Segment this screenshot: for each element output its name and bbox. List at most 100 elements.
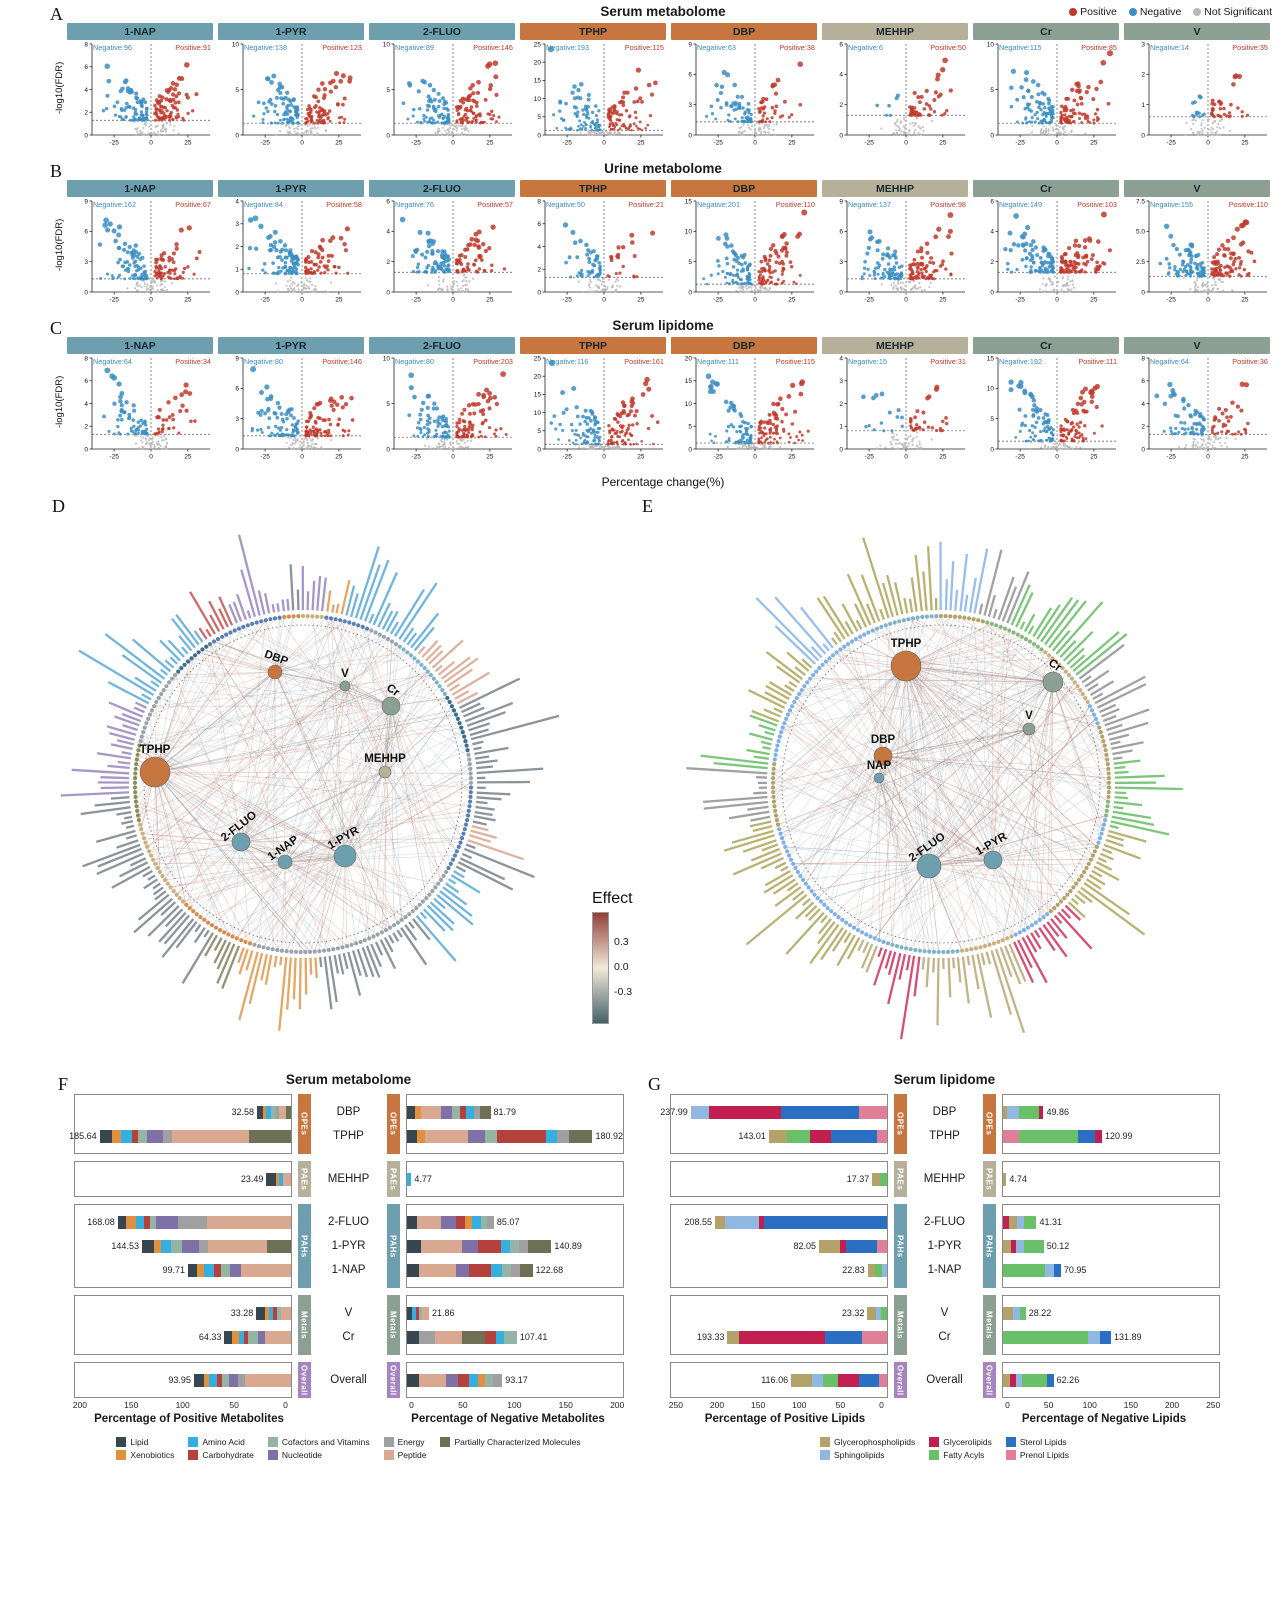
- bar-segment-gpl: [1009, 1215, 1018, 1229]
- axis-tick: 150: [558, 1400, 573, 1410]
- svg-text:0: 0: [1206, 140, 1210, 147]
- volcano-svg: 0 1 2 3 4 -25 0 25 Negative:84 Positive:58: [235, 198, 362, 304]
- svg-text:2.5: 2.5: [1136, 259, 1145, 266]
- row-label-Overall: Overall: [330, 1374, 367, 1386]
- svg-text:Negative:89: Negative:89: [395, 43, 434, 52]
- category-strip-Metals: Metals: [982, 1295, 996, 1355]
- svg-text:1: 1: [1141, 102, 1145, 109]
- hub-node-DBP: [873, 746, 893, 766]
- svg-text:5: 5: [537, 114, 541, 121]
- bar-segment-st: [846, 1239, 878, 1253]
- bar-group-OPEs: 237.99 143.01 OPEs DBP TPHP OPEs 49.86 120.99: [660, 1094, 1220, 1154]
- panel-C-header: C Serum lipidome: [50, 318, 1274, 338]
- bar-segment-gpl: [727, 1330, 739, 1344]
- legend-item-nuc: Nucleotide: [267, 1450, 370, 1460]
- svg-text:0: 0: [451, 454, 455, 461]
- svg-text:8: 8: [537, 198, 541, 205]
- svg-text:0: 0: [537, 132, 541, 139]
- bar-segment-xen: [416, 1129, 425, 1143]
- bar-segment-fa: [875, 1263, 882, 1277]
- hub-node-DBP: [267, 664, 283, 680]
- bar-segment-cof: [137, 1129, 147, 1143]
- plot-header: Cr: [973, 180, 1119, 197]
- axis-tick: 0: [409, 1400, 414, 1410]
- bar-segment-gly: [1038, 1105, 1044, 1119]
- svg-text:15: 15: [685, 378, 693, 385]
- legend-item-gpl: Glycerophospholipids: [819, 1437, 915, 1447]
- row-label-TPHP: TPHP: [333, 1130, 364, 1142]
- plot-header: MEHHP: [822, 180, 968, 197]
- stacked-bar: [256, 1306, 291, 1320]
- svg-text:-25: -25: [562, 140, 572, 147]
- svg-text:0: 0: [84, 132, 88, 139]
- volcano-svg: 0 2 4 6 -25 0 25 Negative:6 Positive:50: [839, 41, 966, 147]
- svg-text:Positive:98: Positive:98: [930, 200, 966, 209]
- svg-text:0: 0: [300, 140, 304, 147]
- plot-header: 2-FLUO: [369, 337, 515, 354]
- volcano-svg: 0 5 10 -25 0 25 Negative:80 Positive:203: [383, 355, 513, 461]
- svg-text:Positive:67: Positive:67: [175, 200, 211, 209]
- bar-segment-pcm: [462, 1330, 485, 1344]
- bar-segment-ene: [474, 1105, 481, 1119]
- left-bar-box: 32.58 185.64: [69, 1094, 292, 1154]
- svg-text:0: 0: [451, 297, 455, 304]
- plot-header: Cr: [973, 337, 1119, 354]
- axis-tick: 200: [610, 1400, 625, 1410]
- left-bar-box: 23.49: [73, 1161, 292, 1197]
- svg-text:-25: -25: [562, 454, 572, 461]
- bar-row-V: 21.86: [406, 1301, 623, 1325]
- legend-swatch-icon: [383, 1450, 394, 1460]
- category-strip-PAEs: PAEs: [386, 1161, 400, 1197]
- bar-segment-gly: [1094, 1129, 1102, 1143]
- bar-segment-aa: [266, 1105, 272, 1119]
- bar-segment-cof: [451, 1105, 460, 1119]
- svg-text:Negative:96: Negative:96: [93, 43, 132, 52]
- bar-segment-xen: [414, 1105, 421, 1119]
- stacked-bar: [406, 1239, 552, 1253]
- bar-value: 49.86: [1046, 1107, 1070, 1117]
- svg-text:0: 0: [235, 446, 239, 453]
- svg-text:25: 25: [534, 355, 542, 362]
- svg-text:3: 3: [688, 102, 692, 109]
- svg-text:Positive:34: Positive:34: [175, 357, 211, 366]
- bar-value: 131.89: [1113, 1332, 1142, 1342]
- bar-segment-fa: [1018, 1105, 1039, 1119]
- network-diagram-E: TPHP Cr V DBP NAP 2-FLUO 1-PYR: [658, 506, 1223, 1063]
- bar-segment-cof: [149, 1215, 156, 1229]
- volcano-svg: 0 3 6 9 -25 0 25 Negative:63 Positive:38: [688, 41, 815, 146]
- svg-text:25: 25: [1090, 297, 1098, 304]
- svg-text:Positive:123: Positive:123: [322, 43, 362, 52]
- svg-text:0: 0: [839, 132, 843, 139]
- row-labels: DBP TPHP: [913, 1094, 977, 1154]
- svg-text:4: 4: [839, 72, 843, 79]
- bar-segment-ene: [486, 1215, 494, 1229]
- svg-text:0: 0: [537, 289, 541, 296]
- svg-text:6: 6: [84, 229, 88, 236]
- bar-segment-cof: [276, 1306, 281, 1320]
- stacked-bar: [266, 1172, 291, 1186]
- axis-tick: 200: [709, 1400, 725, 1410]
- svg-text:25: 25: [486, 297, 494, 304]
- bar-segment-lip: [406, 1330, 419, 1344]
- volcano-svg: 0 2.5 5.0 7.5 -25 0 25 Negative:155 Positive:110: [1136, 198, 1268, 303]
- bar-row-Cr: 131.89: [1002, 1325, 1219, 1349]
- svg-text:6: 6: [84, 64, 88, 71]
- svg-text:-25: -25: [864, 297, 874, 304]
- svg-text:20: 20: [534, 374, 542, 381]
- legend-label: Sterol Lipids: [1019, 1437, 1067, 1447]
- svg-text:4: 4: [84, 87, 88, 94]
- svg-text:0: 0: [300, 297, 304, 304]
- volcano-svg: 0 2 4 6 8 -25 0 25 Negative:64 Positive:34: [84, 355, 211, 460]
- svg-text:0: 0: [84, 446, 88, 453]
- volcano-svg: 0 5 10 -25 0 25 Negative:89 Positive:146: [383, 41, 513, 146]
- bar-segment-nuc: [146, 1129, 164, 1143]
- bar-value: 50.12: [1046, 1241, 1070, 1251]
- bar-segment-fa: [1019, 1306, 1026, 1320]
- stacked-bar: [406, 1215, 494, 1229]
- svg-text:Positive:57: Positive:57: [477, 200, 513, 209]
- bar-segment-xen: [275, 1172, 279, 1186]
- svg-text:4: 4: [990, 229, 994, 236]
- svg-text:-25: -25: [864, 140, 874, 147]
